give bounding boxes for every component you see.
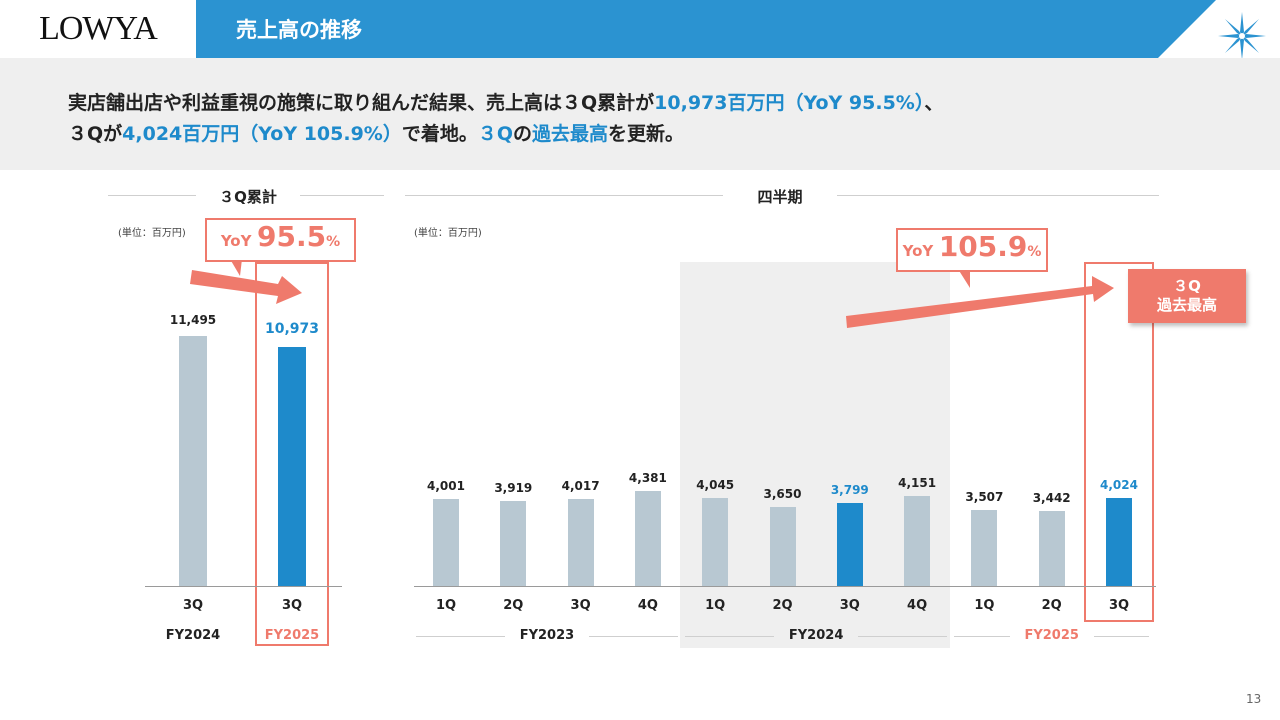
group-label: FY2023 [519,628,575,643]
record-high-badge: ３Q 過去最高 [1128,269,1246,323]
x-tick-label: 1Q [705,598,726,613]
cumulative-chart-title: ３Q累計 [219,188,277,206]
fy2025-3q-frame [1084,262,1154,622]
data-label: 4,151 [898,475,937,490]
quarterly-yoy-callout: YoY 105.9% [896,228,1048,272]
cumulative-yoy-callout: YoY 95.5% [205,218,356,262]
x-tick-label: 2Q [503,598,524,613]
x-tick-label: 3Q [1108,598,1130,613]
data-label: 4,024 [1100,478,1138,493]
group-label: FY2024 [788,628,844,643]
bar [904,495,931,586]
bar [278,347,306,586]
section-rule [300,195,384,196]
summary-text: で着地。 [401,123,478,145]
group-label: FY2025 [264,628,320,643]
data-label: 11,495 [169,313,217,327]
group-rule [685,636,775,637]
group-rule [954,636,1010,637]
fy2025-cumulative-frame [255,262,329,646]
section-rule [837,195,1159,196]
x-tick-label: 3Q [839,598,860,613]
x-axis-line [414,586,1156,587]
x-tick-label: 2Q [772,598,793,613]
summary-line-1: 実店舗出店や利益重視の施策に取り組んだ結果、売上高は３Q累計が10,973百万円… [68,88,943,115]
data-label: 3,650 [763,486,802,501]
yoy-unit: % [326,234,341,250]
bar [1038,511,1065,586]
x-tick-label: 3Q [570,598,591,613]
yoy-unit: % [1027,244,1042,260]
yoy-callout-tail-right [958,269,970,288]
cumulative-trend-arrow [190,270,302,304]
summary-highlight: 10,973百万円（YoY 95.5%） [654,92,925,114]
cumulative-chart-unit: (単位：百万円) [118,228,186,239]
group-rule [416,636,505,637]
summary-highlight: 過去最高 [532,123,609,145]
group-rule [858,636,948,637]
bar [179,336,207,586]
summary-text: 、 [924,92,944,114]
summary-text: を更新。 [608,123,685,145]
bar [702,498,729,586]
data-label: 10,973 [264,321,320,338]
summary-highlight: ３Q [477,123,514,145]
section-rule [405,195,723,196]
data-label: 4,017 [561,478,600,493]
group-rule [1093,636,1149,637]
group-label: FY2024 [165,628,221,643]
summary-line-2: ３Qが4,024百万円（YoY 105.9%）で着地。３Qの過去最高を更新。 [68,119,684,146]
data-label: 3,507 [965,489,1004,504]
x-axis-line [145,586,342,587]
x-tick-label: 3Q [281,598,303,613]
summary-text: ３Qが [68,123,123,145]
star-emblem-icon [1218,12,1266,60]
data-label: 4,001 [427,478,465,493]
group-rule [588,636,678,637]
x-tick-label: 3Q [182,598,204,613]
x-tick-label: 2Q [1041,598,1062,613]
title-bar [196,0,1216,58]
bar [500,500,527,586]
bar [971,509,998,586]
group-label: FY2025 [1024,628,1079,643]
bar [769,506,796,586]
record-badge-line: ３Q [1173,277,1201,295]
bar [433,498,459,586]
summary-text: の [513,123,533,145]
quarterly-chart-unit: (単位：百万円) [414,228,482,239]
yoy-label: YoY [220,232,252,250]
record-badge-line: 過去最高 [1156,296,1217,314]
data-label: 4,381 [628,470,667,485]
yoy-value: 105.9 [938,230,1028,263]
data-label: 3,442 [1032,491,1071,506]
yoy-label: YoY [902,242,934,260]
x-tick-label: 1Q [435,598,457,613]
bar [836,503,863,586]
yoy-value: 95.5 [257,220,327,253]
summary-text: 実店舗出店や利益重視の施策に取り組んだ結果、売上高は３Q累計が [68,92,655,114]
yoy-callout-tail-left [230,259,242,276]
x-tick-label: 4Q [907,598,928,613]
quarterly-trend-arrow [846,276,1114,328]
bar [634,490,661,586]
page-number: 13 [1246,692,1262,706]
x-tick-label: 4Q [637,598,658,613]
section-rule [108,195,196,196]
bar [1106,498,1132,586]
bar [567,498,594,586]
quarterly-chart-title: 四半期 [757,188,803,206]
summary-highlight: 4,024百万円（YoY 105.9%） [122,123,402,145]
x-tick-label: 1Q [974,598,995,613]
summary-panel [0,58,1280,170]
data-label: 4,045 [696,478,735,493]
company-logo: LOWYA [0,0,196,58]
data-label: 3,799 [830,483,869,498]
page-title: 売上高の推移 [236,18,362,42]
data-label: 3,919 [494,480,533,495]
